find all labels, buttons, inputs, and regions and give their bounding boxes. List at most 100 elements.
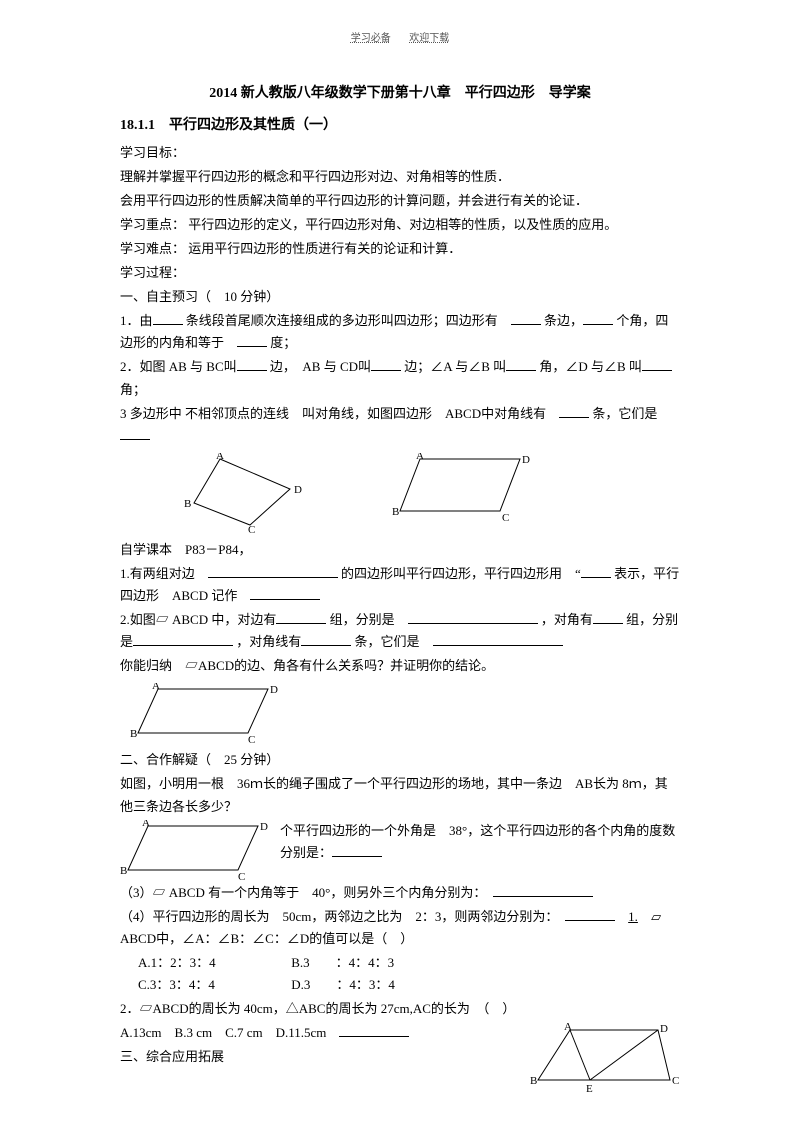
q2-line: 2．如图 AB 与 BC叫 边， AB 与 CD叫 边；∠A 与∠B 叫 角，∠… [120, 356, 680, 400]
q1-a: 1．由 [120, 313, 153, 328]
q3-a: 3 多边形中 不相邻顶点的连线 叫对角线，如图四边形 ABCD中对角线有 [120, 406, 546, 421]
q2-b: 边， AB 与 CD叫 [270, 359, 371, 374]
svg-text:B: B [120, 865, 127, 877]
s2-problem-3: （3）▱ ABCD 有一个内角等于 40°，则另外三个内角分别为： [120, 882, 680, 904]
self-1a: 1.有两组对边 [120, 566, 195, 581]
blank [408, 611, 538, 624]
header-left: 学习必备 [351, 33, 391, 44]
goal-1: 理解并掌握平行四边形的概念和平行四边形对边、对角相等的性质． [120, 166, 680, 188]
blank [339, 1025, 409, 1038]
difficulty-heading: 学习难点： [120, 241, 185, 256]
self-2c: ，对角有 [541, 612, 593, 627]
blank [593, 611, 623, 624]
doc-title: 2014 新人教版八年级数学下册第十八章 平行四边形 导学案 [120, 82, 680, 106]
svg-text:C: C [238, 871, 245, 880]
option-b: B.3 ：4：4：3 [291, 955, 394, 970]
q2-d: 角，∠D 与∠B 叫 [539, 359, 642, 374]
q2-c: 边；∠A 与∠B 叫 [404, 359, 506, 374]
option-c: C.3：3：4：4 [138, 974, 288, 996]
blank [208, 565, 338, 578]
self-2b: 组，分别是 [330, 612, 395, 627]
blank [276, 611, 326, 624]
svg-text:C: C [502, 512, 509, 523]
self-2f: 条，它们是 [355, 634, 420, 649]
svg-text:C: C [248, 524, 255, 533]
question-2: 2．▱ABCD的周长为 40cm，△ABC的周长为 27cm,AC的长为 （ ） [120, 998, 680, 1020]
blank [642, 359, 672, 372]
blank [153, 313, 183, 326]
figure-with-text: A D C B 个平行四边形的一个外角是 38°，这个平行四边形的各个内角的度数… [120, 820, 680, 880]
svg-text:B: B [530, 1075, 537, 1087]
blank [581, 565, 611, 578]
goals-heading: 学习目标： [120, 142, 680, 164]
process-heading: 学习过程： [120, 262, 680, 284]
s2-problem-2: 个平行四边形的一个外角是 38°，这个平行四边形的各个内角的度数分别是： [280, 820, 680, 864]
page-header: 学习必备 欢迎下载 [120, 30, 680, 47]
svg-text:A: A [142, 820, 150, 829]
blank [506, 359, 536, 372]
q1-b: 条线段首尾顺次连接组成的多边形叫四边形；四边形有 [186, 313, 498, 328]
self-1: 1.有两组对边 的四边形叫平行四边形，平行四边形用 “ 表示，平行四边形 ABC… [120, 563, 680, 607]
svg-text:C: C [248, 734, 255, 743]
svg-text:B: B [130, 728, 137, 740]
blank [237, 335, 267, 348]
triangle-figure: A D B E C [530, 1022, 680, 1092]
focus-line: 学习重点： 平行四边形的定义，平行四边形对角、对边相等的性质，以及性质的应用。 [120, 214, 680, 236]
question-2-row: A D B E C A.13cm B.3 cm C.7 cm D.11.5cm … [120, 1022, 680, 1092]
svg-text:A: A [216, 453, 224, 462]
option-d: D.3 ：4：3：4 [291, 977, 395, 992]
q1-e: 度； [270, 335, 296, 350]
section-1-heading: 一、自主预习（ 10 分钟） [120, 286, 680, 308]
quadrilateral-figure: A D C B [180, 453, 310, 533]
options-row-1: A.1：2：3：4 B.3 ：4：4：3 [138, 952, 680, 974]
blank [237, 359, 267, 372]
difficulty-text: 运用平行四边形的性质进行有关的论证和计算． [188, 241, 461, 256]
blank [332, 844, 382, 857]
q3-b: 条，它们是 [592, 406, 657, 421]
blank [433, 634, 563, 647]
svg-text:D: D [270, 684, 278, 696]
focus-text: 平行四边形的定义，平行四边形对角、对边相等的性质，以及性质的应用。 [188, 217, 617, 232]
svg-text:D: D [260, 821, 268, 833]
svg-text:E: E [586, 1083, 593, 1092]
q2-opts: A.13cm B.3 cm C.7 cm D.11.5cm [120, 1025, 326, 1040]
svg-text:D: D [522, 454, 530, 466]
focus-heading: 学习重点： [120, 217, 185, 232]
blank [583, 313, 613, 326]
blank [493, 884, 593, 897]
parallelogram-figure-2: A D C B [130, 683, 280, 743]
parallelogram-figure-1: A D C B [390, 453, 540, 523]
svg-text:D: D [294, 484, 302, 496]
svg-text:C: C [672, 1075, 679, 1087]
blank [133, 634, 233, 647]
blank [511, 313, 541, 326]
s2-problem-1: 如图，小明用一根 36ｍ长的绳子围成了一个平行四边形的场地，其中一条边 AB长为… [120, 773, 680, 817]
svg-text:D: D [660, 1023, 668, 1035]
q1-c: 条边， [544, 313, 583, 328]
svg-text:A: A [564, 1022, 572, 1033]
s2-p4a: （4）平行四边形的周长为 50cm，两邻边之比为 2：3，则两邻边分别为： [120, 909, 552, 924]
blank [371, 359, 401, 372]
goal-2: 会用平行四边形的性质解决简单的平行四边形的计算问题，并会进行有关的论证． [120, 190, 680, 212]
difficulty-line: 学习难点： 运用平行四边形的性质进行有关的论证和计算． [120, 238, 680, 260]
blank [250, 587, 320, 600]
section-2-heading: 二、合作解疑（ 25 分钟） [120, 749, 680, 771]
parallelogram-figure-3: A D C B [120, 820, 270, 880]
self-3: 你能归纳 ▱ABCD的边、角各有什么关系吗？并证明你的结论。 [120, 655, 680, 677]
s2-problem-4: （4）平行四边形的周长为 50cm，两邻边之比为 2：3，则两邻边分别为： 1.… [120, 906, 680, 950]
s2-p4b: 1. [628, 909, 638, 924]
self-2e: ，对角线有 [236, 634, 301, 649]
options-row-2: C.3：3：4：4 D.3 ：4：3：4 [138, 974, 680, 996]
q2-e: 角； [120, 382, 146, 397]
svg-text:A: A [152, 683, 160, 692]
svg-text:B: B [184, 498, 191, 510]
q3-line: 3 多边形中 不相邻顶点的连线 叫对角线，如图四边形 ABCD中对角线有 条，它… [120, 403, 680, 447]
blank [565, 908, 615, 921]
svg-text:A: A [416, 453, 424, 462]
figure-row-1: A D C B A D C B [180, 453, 680, 533]
section-title: 18.1.1 平行四边形及其性质（一） [120, 114, 680, 138]
blank [559, 405, 589, 418]
self-2a: 2.如图▱ ABCD 中，对边有 [120, 612, 276, 627]
q1-line: 1．由 条线段首尾顺次连接组成的多边形叫四边形；四边形有 条边， 个角，四边形的… [120, 310, 680, 354]
blank [301, 634, 351, 647]
